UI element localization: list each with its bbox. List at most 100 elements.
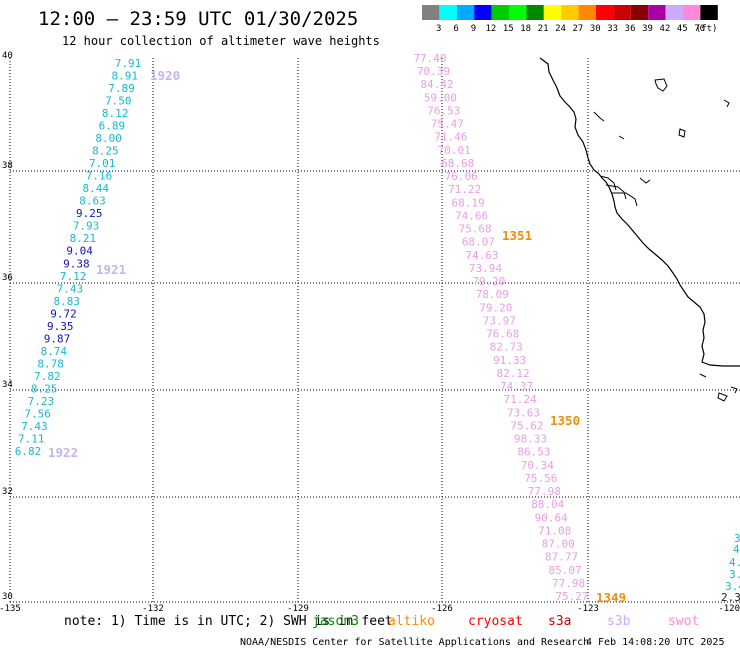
wave-height-label: 86.53 — [517, 446, 550, 459]
wave-height-label: 76.68 — [486, 328, 519, 341]
legend-swatch — [665, 5, 683, 20]
wave-height-label: 7.50 — [105, 95, 132, 108]
wave-height-label: 76.53 — [427, 104, 460, 117]
wave-height-label: 8.25 — [92, 145, 119, 158]
wave-height-label: 8.21 — [70, 232, 97, 245]
coastline — [539, 57, 740, 402]
legend-swatch — [578, 5, 596, 20]
wave-height-label: 8.25 — [31, 382, 58, 395]
legend-label: 27 — [572, 24, 583, 34]
wave-height-label: 6.89 — [99, 120, 126, 133]
wave-height-label: 9.38 — [63, 257, 90, 270]
wave-height-label: 84.42 — [420, 78, 453, 91]
wave-height-label: 71.24 — [503, 393, 536, 406]
legend-swatch — [509, 5, 527, 20]
legend-swatch — [474, 5, 492, 20]
wave-height-label: 70.39 — [417, 65, 450, 78]
legend-swatch — [422, 5, 440, 20]
legend-label: 36 — [625, 24, 636, 34]
legend-label: 18 — [520, 24, 531, 34]
legend-label: 30 — [590, 24, 601, 34]
wave-height-label: 7.16 — [86, 170, 113, 183]
wave-height-label: 7.43 — [21, 420, 48, 433]
wave-height-label: 7.43 — [57, 282, 84, 295]
wave-height-label: 91.33 — [493, 354, 526, 367]
lat-tick-label: 32 — [2, 487, 13, 497]
wave-height-label: 4 — [733, 543, 740, 556]
wave-height-label: 3.4 — [725, 580, 740, 593]
lat-tick-label: 34 — [2, 380, 13, 390]
wave-height-label: 4. — [729, 556, 740, 569]
legend-label: 6 — [453, 24, 458, 34]
wave-height-label: 7.11 — [18, 432, 45, 445]
wave-height-label: 98.33 — [514, 433, 547, 446]
legend-label: 24 — [555, 24, 566, 34]
wave-height-label: 9.87 — [44, 332, 71, 345]
legend-label: 70 — [694, 24, 705, 34]
wave-height-label: 78.09 — [476, 288, 509, 301]
wave-height-label: 77.98 — [552, 577, 585, 590]
satellite-name: cryosat — [468, 614, 523, 629]
wave-height-label: 73.94 — [469, 262, 502, 275]
lon-tick-label: -129 — [287, 604, 309, 614]
lon-tick-label: -120 — [718, 604, 740, 614]
lon-tick-label: -135 — [0, 604, 21, 614]
legend-label: 39 — [642, 24, 653, 34]
wave-height-label: 68.68 — [441, 157, 474, 170]
pass-time-label: 1349 — [596, 590, 626, 605]
pass-time-label: 1351 — [502, 228, 532, 243]
wave-height-label: 59.00 — [424, 91, 457, 104]
pass-time-label: 1350 — [550, 413, 580, 428]
wave-height-label: 7.12 — [60, 270, 87, 283]
wave-height-label: 79.20 — [472, 275, 505, 288]
legend-label: 3 — [436, 24, 441, 34]
legend-swatch — [491, 5, 509, 20]
satellite-name: s3a — [548, 614, 571, 629]
legend-swatch — [700, 5, 718, 20]
wave-height-label: 68.19 — [452, 196, 485, 209]
wave-height-label: 75.56 — [524, 472, 557, 485]
map-title: 12:00 – 23:59 UTC 01/30/2025 — [38, 8, 358, 30]
legend-swatch — [630, 5, 649, 20]
wave-height-label: 75.62 — [510, 419, 543, 432]
altimeter-tracks: 7.918.917.897.508.126.898.008.257.017.16… — [15, 52, 740, 604]
wave-height-label: 71.08 — [538, 524, 571, 537]
map-subtitle: 12 hour collection of altimeter wave hei… — [62, 34, 380, 48]
wave-height-label: 68.07 — [462, 236, 495, 249]
satellite-legend: jason3 altiko cryosat s3a s3b swot — [312, 614, 699, 629]
pass-time-label: 1921 — [96, 262, 126, 277]
wave-height-label: 8.74 — [41, 345, 68, 358]
wave-height-label: 8.91 — [112, 70, 139, 83]
lon-tick-label: -132 — [142, 604, 164, 614]
footer-credit: NOAA/NESDIS Center for Satellite Applica… — [240, 637, 589, 648]
legend-swatch — [543, 5, 562, 20]
wave-height-label: 9.72 — [50, 307, 77, 320]
lon-tick-label: -123 — [577, 604, 599, 614]
wave-height-label: 8.12 — [102, 107, 129, 120]
wave-height-label: 9.25 — [76, 207, 103, 220]
legend-label: 12 — [485, 24, 496, 34]
pass-time-label: 1922 — [48, 445, 78, 460]
satellite-name: swot — [668, 614, 699, 629]
lon-tick-label: -126 — [431, 604, 453, 614]
satellite-name: s3b — [607, 614, 631, 629]
legend-label: 15 — [503, 24, 514, 34]
wave-height-label: 87.00 — [542, 538, 575, 551]
wave-height-label: 3 — [734, 532, 740, 545]
wave-height-label: 73.63 — [507, 406, 540, 419]
wave-height-label: 7.56 — [24, 407, 51, 420]
wave-height-label: 75.27 — [555, 590, 588, 603]
legend-swatch — [456, 5, 475, 20]
wave-height-label: 8.00 — [95, 132, 122, 145]
wave-height-label: 8.63 — [79, 195, 106, 208]
legend-swatch — [526, 5, 544, 20]
wave-height-label: 6.82 — [15, 445, 42, 458]
wave-height-label: 76.06 — [445, 170, 478, 183]
wave-height-label: 7.82 — [34, 370, 61, 383]
wave-height-label: 8.78 — [37, 357, 64, 370]
wave-height-label: 70.01 — [438, 144, 471, 157]
wave-height-label: 75.68 — [458, 223, 491, 236]
wave-height-label: 8.83 — [53, 295, 80, 308]
footer-note: note: 1) Time is in UTC; 2) SWH is in fe… — [64, 614, 393, 629]
